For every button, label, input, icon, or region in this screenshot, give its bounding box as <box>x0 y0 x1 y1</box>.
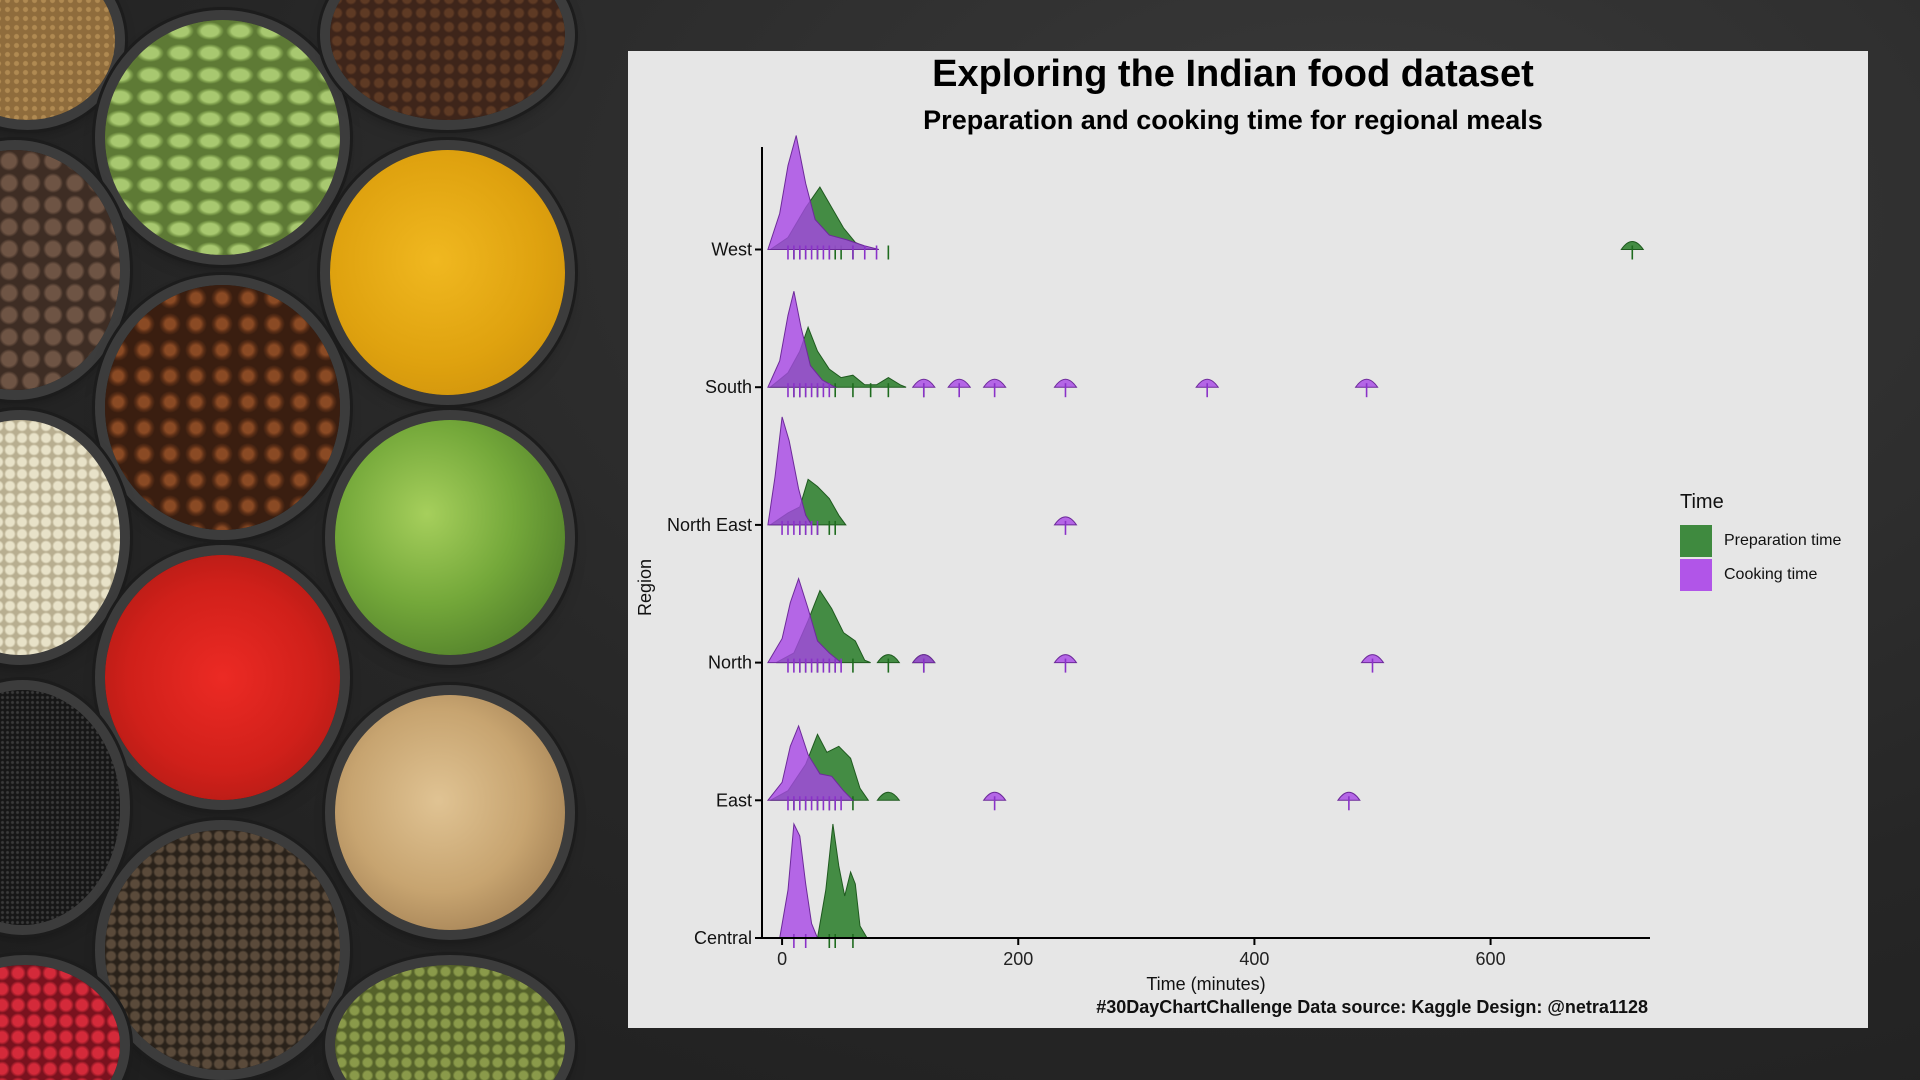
legend-title: Time <box>1680 491 1724 513</box>
chart-title: Exploring the Indian food dataset <box>932 53 1534 95</box>
bowl-allspice <box>0 150 120 390</box>
ridge-cook-north <box>767 577 843 664</box>
legend-swatch-preparation <box>1680 525 1712 557</box>
y-tick-label-north: North <box>708 653 752 673</box>
outlier-prep-east-90 <box>876 791 901 801</box>
y-tick-label-north-east: North East <box>667 515 752 535</box>
x-tick-label-400: 400 <box>1239 949 1269 969</box>
bowl-pink-pepper <box>0 965 120 1080</box>
y-tick-label-south: South <box>705 377 752 397</box>
legend-item-cooking: Cooking time <box>1680 558 1841 592</box>
ridge-cook-south <box>767 291 838 388</box>
y-tick-label-west: West <box>711 240 752 260</box>
bowl-black-pepper <box>105 830 340 1070</box>
legend: Time Preparation time Cooking time <box>1680 491 1841 592</box>
legend-label-preparation: Preparation time <box>1724 532 1842 549</box>
x-ticks-layer: 0 200 400 600 <box>777 938 1506 969</box>
y-tick-label-central: Central <box>694 928 752 948</box>
x-tick-label-600: 600 <box>1476 949 1506 969</box>
ridge-cook-west <box>767 135 880 250</box>
x-tick-label-0: 0 <box>777 949 787 969</box>
y-ticks-layer: Central East North North East South West <box>667 240 762 948</box>
ridge-prep-central <box>816 823 868 939</box>
y-axis-title: Region <box>635 559 655 616</box>
spice-bowls-photo <box>0 0 620 1080</box>
bowl-white-pepper <box>0 420 120 655</box>
bowl-green-pepper <box>335 965 565 1080</box>
x-tick-label-200: 200 <box>1003 949 1033 969</box>
y-tick-label-east: East <box>716 790 752 810</box>
bowl-black-seeds <box>0 690 120 925</box>
ridges-layer <box>766 135 1645 948</box>
legend-swatch-cooking <box>1680 559 1712 591</box>
chart-caption: #30DayChartChallenge Data source: Kaggle… <box>1096 997 1648 1017</box>
bowl-chili-powder <box>105 555 340 800</box>
bowl-cloves <box>330 0 565 120</box>
chart-card: Exploring the Indian food dataset Prepar… <box>628 51 1868 1028</box>
legend-item-preparation: Preparation time <box>1680 524 1841 558</box>
bowl-cardamom <box>105 20 340 255</box>
bowl-star-anise <box>105 285 340 530</box>
ridgeline-chart: Central East North North East South West 0 200… <box>635 135 1650 994</box>
x-axis-title: Time (minutes) <box>1146 974 1265 994</box>
bowl-turmeric <box>330 150 565 395</box>
bowl-dried-ginger <box>335 695 565 930</box>
chart-subtitle: Preparation and cooking time for regiona… <box>923 105 1543 135</box>
legend-label-cooking: Cooking time <box>1724 566 1818 583</box>
ridge-cook-north-east <box>767 416 813 526</box>
ridge-cook-east <box>766 724 855 801</box>
bowl-bay-leaves <box>335 420 565 655</box>
bowl-coriander-seeds <box>0 0 115 120</box>
ridge-cook-central <box>779 822 819 939</box>
